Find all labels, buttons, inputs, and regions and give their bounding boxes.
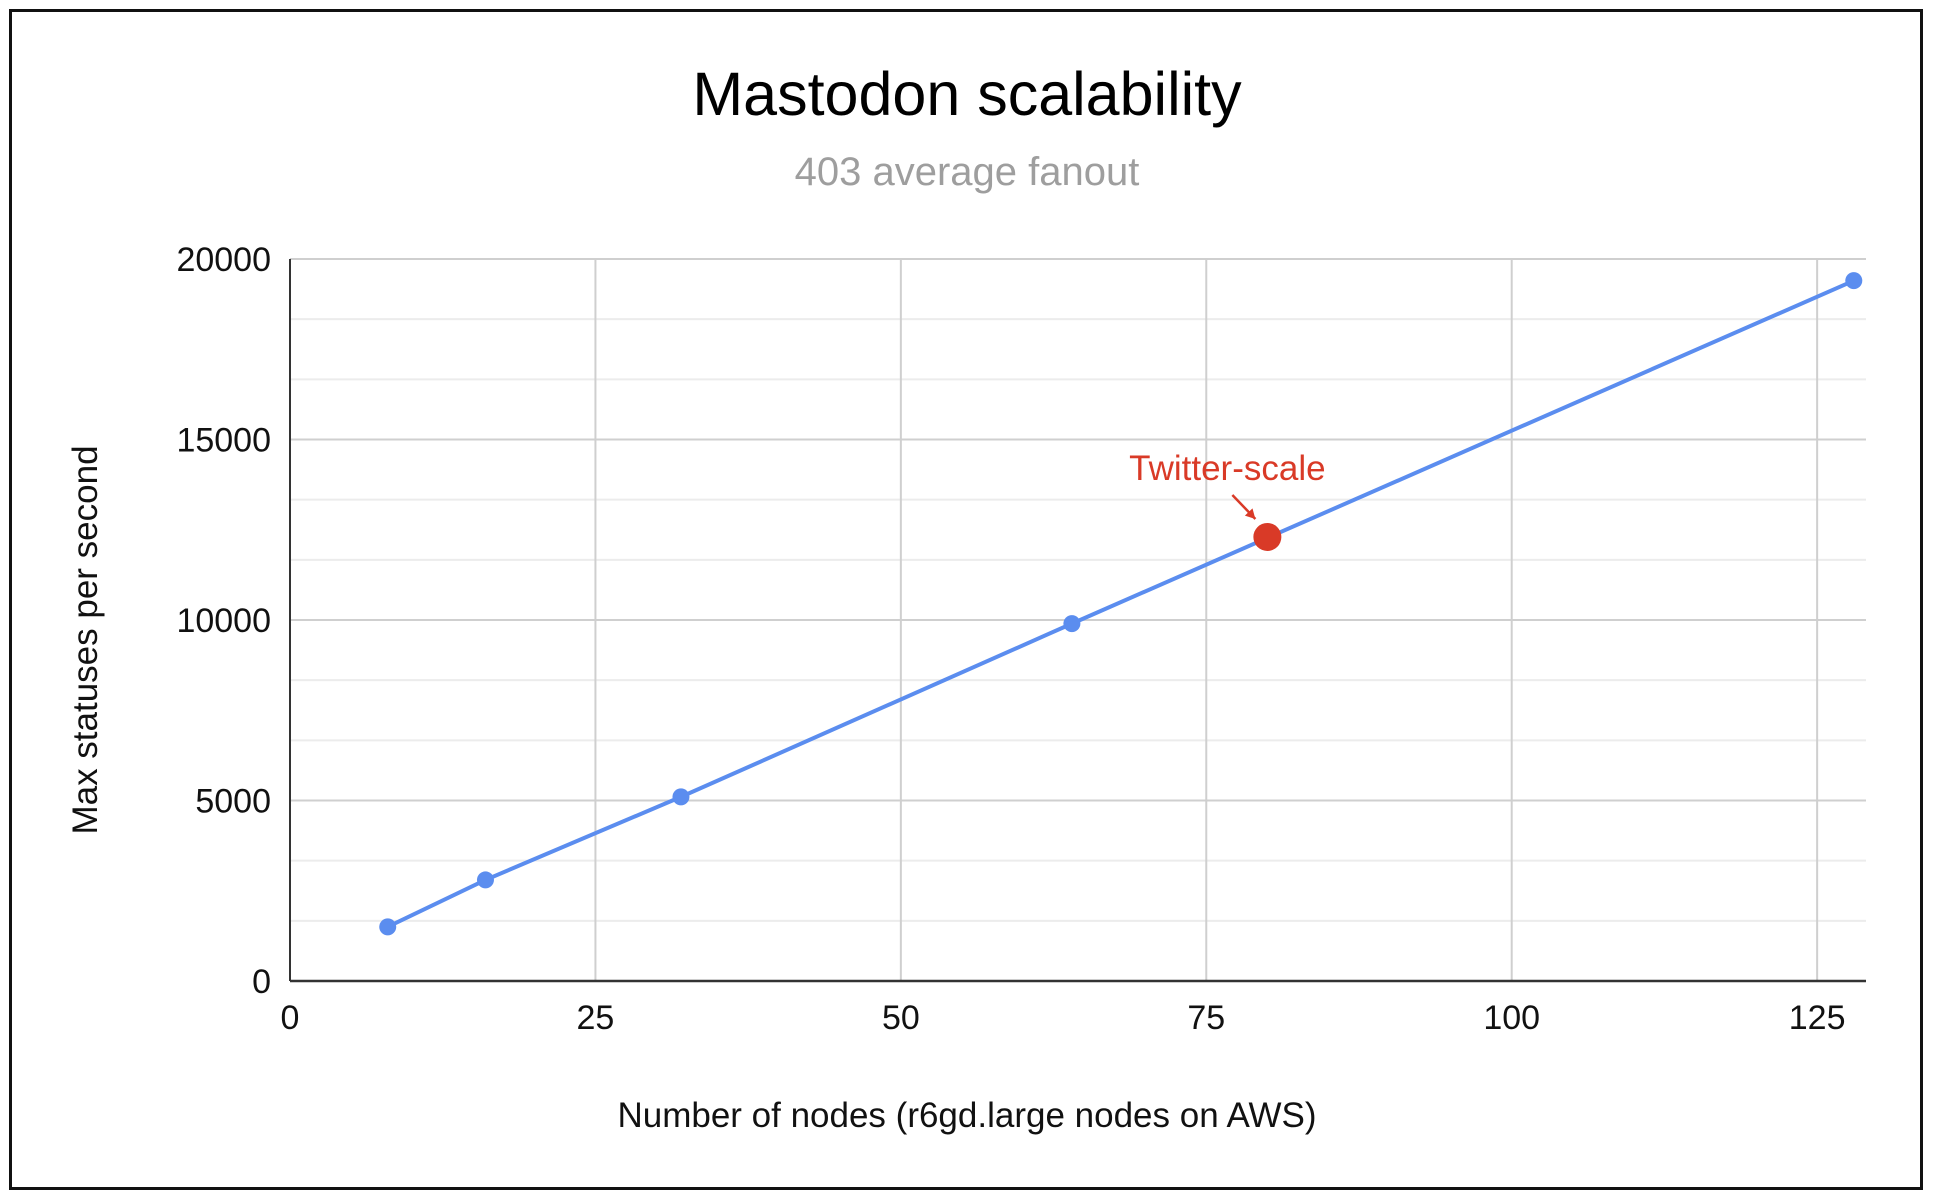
x-tick-label: 0 (281, 999, 300, 1037)
y-tick-label: 0 (252, 963, 271, 1001)
x-tick-label: 50 (882, 999, 920, 1037)
x-tick-label: 75 (1187, 999, 1225, 1037)
x-axis-title: Number of nodes (r6gd.large nodes on AWS… (617, 1096, 1316, 1135)
chart-title: Mastodon scalability (692, 60, 1242, 128)
x-tick-label: 25 (577, 999, 615, 1037)
series-line (388, 281, 1854, 927)
y-tick-label: 10000 (176, 602, 271, 640)
data-point[interactable] (1063, 615, 1080, 632)
data-point[interactable] (1845, 272, 1862, 289)
line-chart: Mastodon scalability 403 average fanout … (0, 0, 1934, 1202)
y-tick-label: 5000 (195, 783, 271, 821)
data-point[interactable] (672, 788, 689, 805)
highlight-point[interactable] (1253, 523, 1281, 551)
y-axis-title: Max statuses per second (66, 445, 105, 834)
x-tick-label: 100 (1483, 999, 1540, 1037)
data-point[interactable] (477, 871, 494, 888)
y-tick-label: 15000 (176, 422, 271, 460)
x-tick-label: 125 (1789, 999, 1846, 1037)
tick-labels: 0 5000 10000 15000 20000 0 25 50 75 100 125 (176, 241, 1845, 1037)
highlight-label: Twitter-scale (1129, 449, 1325, 488)
y-tick-label: 20000 (176, 241, 271, 279)
data-point[interactable] (379, 918, 396, 935)
chart-subtitle: 403 average fanout (795, 150, 1140, 194)
series (379, 272, 1862, 935)
